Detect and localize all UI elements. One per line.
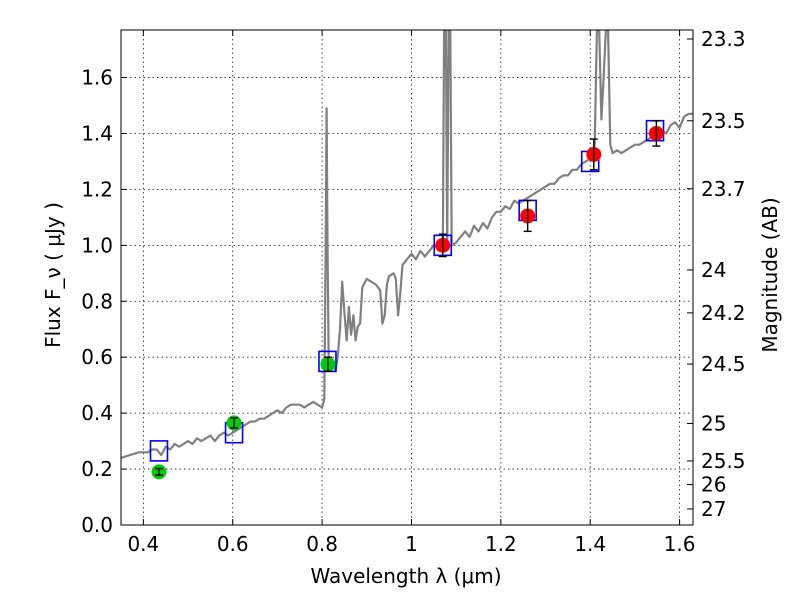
observed-point — [151, 464, 167, 480]
y2-tick-label: 24.2 — [701, 301, 746, 325]
plot-area — [121, 30, 693, 480]
y-tick-label: 1.4 — [81, 121, 113, 145]
y2-tick-label: 23.3 — [701, 27, 746, 51]
observed-point — [320, 356, 336, 372]
y-tick-label: 1.6 — [81, 66, 113, 90]
x-tick-label: 1.2 — [485, 532, 517, 556]
x-tick-label: 0.4 — [127, 532, 159, 556]
plot-frame — [120, 29, 694, 526]
y2-tick-label: 25 — [701, 411, 726, 435]
y-tick-label: 0.8 — [81, 289, 113, 313]
x-tick-label: 0.6 — [217, 532, 249, 556]
y-tick-label: 0.2 — [81, 457, 113, 481]
y-tick-label: 0.4 — [81, 401, 113, 425]
y-axis: 0.0 0.2 0.4 0.6 0.8 1.0 1.2 1.4 1.6 — [81, 66, 127, 537]
y2-tick-label: 23.5 — [701, 109, 746, 133]
x-tick-label: 1 — [405, 532, 418, 556]
x-axis: 0.4 0.6 0.8 1 1.2 1.4 1.6 — [127, 30, 696, 556]
observed-point — [648, 120, 664, 147]
y2-axis-label: Magnitude (AB) — [758, 197, 782, 352]
observed-point — [435, 233, 451, 258]
y-tick-label: 1.0 — [81, 233, 113, 257]
model-spectrum-line — [121, 30, 693, 459]
y2-tick-label: 24 — [701, 258, 726, 282]
model-photometry-square — [149, 440, 169, 462]
y2-tick-label: 27 — [701, 497, 726, 521]
grid-lines — [121, 30, 693, 526]
y-tick-label: 0.6 — [81, 345, 113, 369]
x-tick-label: 1.6 — [664, 532, 696, 556]
observed-point — [520, 199, 536, 233]
y-tick-label: 1.2 — [81, 177, 113, 201]
x-axis-label: Wavelength λ (μm) — [310, 564, 501, 588]
x-tick-label: 1.4 — [574, 532, 606, 556]
y2-tick-label: 25.5 — [701, 449, 746, 473]
observed-point — [586, 138, 602, 171]
y2-tick-label: 26 — [701, 473, 726, 497]
y-tick-label: 0.0 — [81, 513, 113, 537]
y2-tick-label: 24.5 — [701, 352, 746, 376]
y-axis-label: Flux F_ν ( μJy ) — [41, 202, 65, 348]
x-tick-label: 0.8 — [306, 532, 338, 556]
y2-tick-label: 23.7 — [701, 177, 746, 201]
observed-point — [226, 415, 242, 431]
